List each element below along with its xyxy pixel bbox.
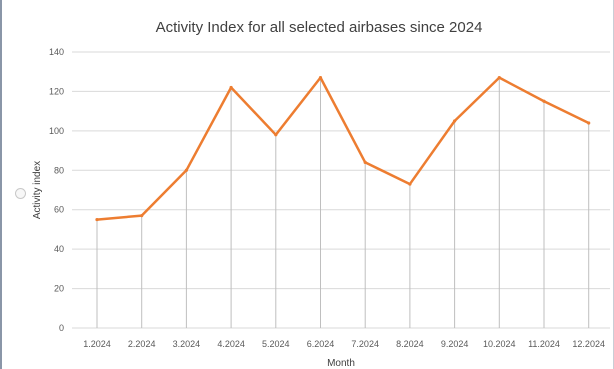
data-point bbox=[453, 119, 457, 123]
x-tick-label: 5.2024 bbox=[262, 339, 290, 349]
resize-handle-icon[interactable] bbox=[15, 188, 26, 199]
data-point bbox=[542, 99, 546, 103]
y-tick-label: 140 bbox=[49, 47, 64, 57]
data-point bbox=[140, 214, 144, 218]
y-axis-label: Activity index bbox=[32, 161, 43, 219]
gridlines bbox=[72, 51, 610, 329]
drop-lines bbox=[96, 77, 590, 328]
y-tick-label: 60 bbox=[54, 205, 64, 215]
x-tick-label: 8.2024 bbox=[396, 339, 424, 349]
data-point bbox=[95, 217, 99, 222]
x-tick-label: 1.2024 bbox=[83, 339, 111, 349]
y-tick-label: 40 bbox=[54, 244, 64, 254]
x-tick-label: 11.2024 bbox=[528, 339, 560, 349]
x-tick-label: 9.2024 bbox=[441, 339, 469, 349]
data-point bbox=[408, 182, 412, 186]
x-axis-ticks: 1.2024 2.2024 3.2024 4.2024 5.2024 6.2024 7.20… bbox=[83, 339, 605, 349]
data-point bbox=[318, 76, 323, 80]
x-tick-label: 10.2024 bbox=[483, 339, 516, 349]
x-tick-label: 4.2024 bbox=[217, 339, 245, 349]
y-tick-label: 0 bbox=[59, 323, 64, 333]
chart-title: Activity Index for all selected airbases… bbox=[156, 19, 483, 36]
y-tick-label: 100 bbox=[49, 126, 64, 136]
y-tick-label: 20 bbox=[54, 284, 64, 294]
y-axis-ticks: 0 20 40 60 80 100 120 140 bbox=[49, 47, 64, 333]
series-group bbox=[95, 76, 591, 222]
x-tick-label: 12.2024 bbox=[572, 339, 605, 349]
data-point bbox=[184, 168, 188, 172]
data-point bbox=[229, 85, 233, 90]
x-tick-label: 2.2024 bbox=[128, 339, 156, 349]
x-tick-label: 7.2024 bbox=[351, 339, 379, 349]
x-tick-label: 3.2024 bbox=[173, 339, 201, 349]
y-tick-label: 80 bbox=[54, 165, 64, 175]
data-point bbox=[274, 133, 278, 137]
series-line bbox=[95, 76, 590, 221]
data-point bbox=[587, 121, 591, 125]
y-tick-label: 120 bbox=[49, 86, 64, 96]
x-axis-label: Month bbox=[327, 358, 355, 369]
data-point bbox=[497, 76, 501, 80]
x-tick-label: 6.2024 bbox=[307, 339, 335, 349]
data-point bbox=[363, 160, 367, 164]
